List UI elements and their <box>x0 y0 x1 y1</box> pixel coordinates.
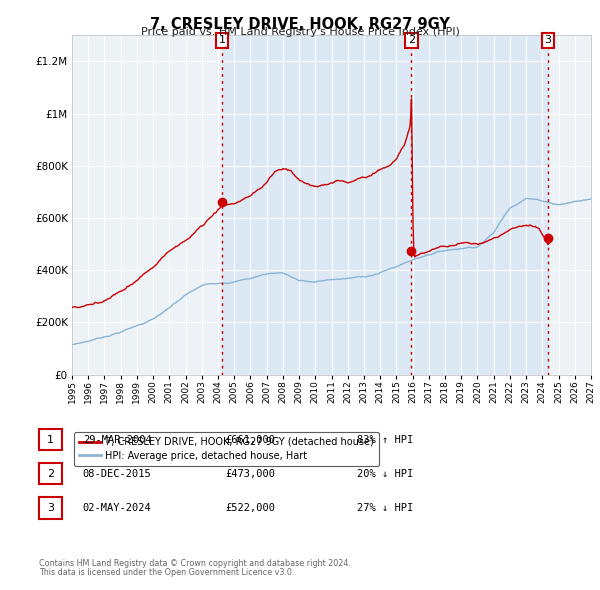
Bar <box>222 35 548 375</box>
Text: 29-MAR-2004: 29-MAR-2004 <box>83 435 152 444</box>
Text: This data is licensed under the Open Government Licence v3.0.: This data is licensed under the Open Gov… <box>39 568 295 577</box>
Text: 2: 2 <box>47 469 54 478</box>
Text: £473,000: £473,000 <box>225 469 275 478</box>
Text: £522,000: £522,000 <box>225 503 275 513</box>
Text: 1: 1 <box>218 35 226 45</box>
Text: 3: 3 <box>544 35 551 45</box>
Text: 20% ↓ HPI: 20% ↓ HPI <box>357 469 413 478</box>
Text: 7, CRESLEY DRIVE, HOOK, RG27 9GY: 7, CRESLEY DRIVE, HOOK, RG27 9GY <box>150 17 450 31</box>
Text: Price paid vs. HM Land Registry's House Price Index (HPI): Price paid vs. HM Land Registry's House … <box>140 27 460 37</box>
Text: 1: 1 <box>47 435 54 444</box>
Text: Contains HM Land Registry data © Crown copyright and database right 2024.: Contains HM Land Registry data © Crown c… <box>39 559 351 568</box>
Text: 3: 3 <box>47 503 54 513</box>
Text: 08-DEC-2015: 08-DEC-2015 <box>83 469 152 478</box>
Text: £661,000: £661,000 <box>225 435 275 444</box>
Text: 83% ↑ HPI: 83% ↑ HPI <box>357 435 413 444</box>
Text: 27% ↓ HPI: 27% ↓ HPI <box>357 503 413 513</box>
Text: 2: 2 <box>408 35 415 45</box>
Legend: 7, CRESLEY DRIVE, HOOK, RG27 9GY (detached house), HPI: Average price, detached : 7, CRESLEY DRIVE, HOOK, RG27 9GY (detach… <box>74 432 379 466</box>
Text: 02-MAY-2024: 02-MAY-2024 <box>83 503 152 513</box>
